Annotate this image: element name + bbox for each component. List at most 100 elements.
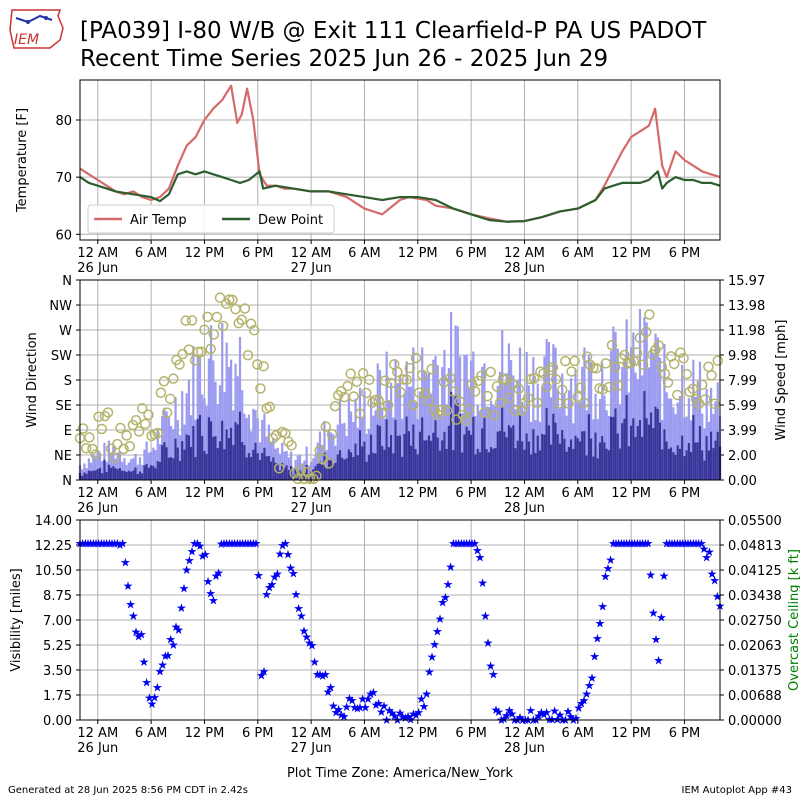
wind-gust-bar xyxy=(343,422,346,480)
wind-direction-point xyxy=(320,421,332,432)
x-tick-label: 12 AM xyxy=(291,486,332,501)
visibility-point: ★ xyxy=(181,563,192,577)
visibility-point: ★ xyxy=(160,649,171,663)
wind-gust-bar xyxy=(470,360,473,480)
visibility-point: ★ xyxy=(208,594,219,608)
generated-note: Generated at 28 Jun 2025 8:56 PM CDT in … xyxy=(8,785,248,796)
visibility-point: ★ xyxy=(211,569,222,583)
wind-direction-point xyxy=(357,367,369,379)
x-date-label: 28 Jun xyxy=(504,261,545,276)
wind-direction-point xyxy=(286,440,297,451)
wind-speed-bar xyxy=(494,448,497,480)
x-tick-label: 6 PM xyxy=(669,246,700,261)
wind-gust-bar xyxy=(92,454,95,480)
visibility-point: ★ xyxy=(547,712,558,726)
x-tick-label: 6 AM xyxy=(348,246,381,261)
visibility-point: ★ xyxy=(235,536,246,550)
wind-direction-point xyxy=(541,381,552,393)
wind-speed-bar xyxy=(152,465,155,480)
wind-speed-bar xyxy=(223,449,226,480)
wind-gust-bar xyxy=(427,372,430,480)
wind-speed-bar xyxy=(563,438,566,480)
wind-gust-bar xyxy=(105,461,108,480)
x-tick-label: 6 PM xyxy=(669,726,700,741)
legend-box xyxy=(87,204,335,234)
wind-speed-bar xyxy=(598,442,602,480)
wind-direction-point xyxy=(192,346,204,358)
wind-direction-point xyxy=(273,463,285,474)
wind-speed-bar xyxy=(627,446,630,480)
wind-gust-bar xyxy=(530,421,533,480)
wind-speed-bar xyxy=(98,467,102,480)
wind-speed-bar xyxy=(332,463,335,480)
wind-gust-bar xyxy=(432,359,435,480)
wind-speed-bar xyxy=(85,473,88,480)
wind-speed-bar xyxy=(123,470,126,480)
visibility-point: ★ xyxy=(341,700,352,714)
wind-direction-point xyxy=(174,359,185,370)
wind-speed-bar xyxy=(498,430,502,480)
wind-gust-bar xyxy=(381,407,384,480)
visibility-point: ★ xyxy=(571,711,582,725)
wind-gust-bar xyxy=(436,365,439,480)
wind-speed-bar xyxy=(398,435,402,480)
wind-gust-bar xyxy=(334,445,337,480)
wind-speed-bar xyxy=(323,452,326,480)
visibility-point: ★ xyxy=(603,561,614,575)
wind-speed-bar xyxy=(596,458,599,480)
wind-speed-bar xyxy=(443,431,446,480)
visibility-point: ★ xyxy=(139,655,150,669)
visibility-point: ★ xyxy=(411,708,422,722)
x-tick-label: 6 AM xyxy=(348,486,381,501)
wind-gust-bar xyxy=(154,450,157,480)
ceiling-tick-label: 0.01375 xyxy=(728,664,782,679)
wind-direction-point xyxy=(77,423,89,434)
wind-direction-point xyxy=(90,449,101,460)
wind-speed-bar xyxy=(561,430,564,480)
wind-speed-bar xyxy=(416,454,419,480)
y-tick-label: 8.75 xyxy=(43,589,72,604)
wind-gust-bar xyxy=(414,402,417,480)
wind-speed-bar xyxy=(150,465,153,480)
wind-direction-point xyxy=(444,372,456,384)
wind-speed-bar xyxy=(156,461,159,480)
wind-speed-bar xyxy=(167,457,170,480)
visibility-point: ★ xyxy=(637,536,648,550)
wind-speed-bar xyxy=(492,448,495,480)
wind-gust-bar xyxy=(116,452,119,480)
wind-speed-bar xyxy=(672,452,675,480)
wind-gust-bar xyxy=(278,453,282,480)
speed-tick-label: 0.00 xyxy=(728,474,757,489)
x-date-label: 26 Jun xyxy=(77,261,118,276)
wind-direction-point xyxy=(121,430,132,441)
visibility-point: ★ xyxy=(397,710,408,724)
wind-gust-bar xyxy=(485,406,488,480)
wind-speed-bar xyxy=(630,425,633,480)
direction-tick-label: N xyxy=(62,274,72,289)
wind-speed-bar xyxy=(336,454,339,480)
wind-speed-bar xyxy=(670,447,673,480)
wind-gust-bar xyxy=(330,432,333,480)
visibility-point: ★ xyxy=(437,595,448,609)
wind-direction-point xyxy=(709,398,720,410)
wind-speed-bar xyxy=(230,427,233,480)
wind-gust-bar xyxy=(541,386,544,480)
visibility-point: ★ xyxy=(427,650,438,664)
visibility-point: ★ xyxy=(205,587,216,601)
wind-gust-bar xyxy=(716,382,719,480)
wind-speed-bar xyxy=(676,445,679,480)
wind-speed-bar xyxy=(516,440,519,480)
wind-gust-bar xyxy=(561,373,564,480)
visibility-point: ★ xyxy=(331,705,342,719)
wind-speed-bar xyxy=(96,469,99,480)
wind-speed-bar xyxy=(321,464,324,480)
wind-gust-bar xyxy=(205,406,208,480)
wind-gust-bar xyxy=(554,347,557,480)
visibility-point: ★ xyxy=(301,630,312,644)
wind-gust-bar xyxy=(332,434,335,480)
wind-direction-point xyxy=(513,383,524,395)
wind-speed-bar xyxy=(472,416,475,480)
wind-direction-point xyxy=(326,429,338,440)
wind-gust-bar xyxy=(252,408,255,480)
wind-direction-point xyxy=(556,384,568,396)
